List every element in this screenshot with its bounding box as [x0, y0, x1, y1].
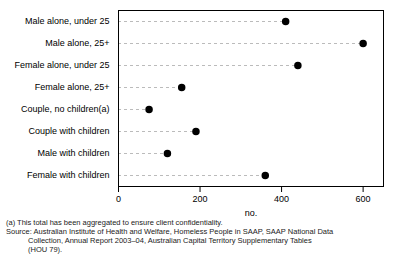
svg-text:Male with children: Male with children [37, 148, 109, 158]
html-text:(a) This total has been aggreg: (a) This total has been aggregated to en… [6, 218, 223, 227]
svg-text:Male alone, under 25: Male alone, under 25 [25, 16, 110, 26]
html-text:Source: Australian Institute o: Source: Australian Institute of Health a… [6, 227, 334, 236]
svg-text:Female alone, 25+: Female alone, 25+ [35, 82, 110, 92]
svg-text:Couple, no children(a): Couple, no children(a) [21, 104, 110, 114]
html-text:(HOU 79).: (HOU 79). [28, 245, 63, 254]
html-text:Collection, Annual Report 2003: Collection, Annual Report 2003–04, Austr… [28, 236, 312, 245]
svg-text:Female alone, under 25: Female alone, under 25 [14, 60, 109, 70]
svg-text:200: 200 [193, 194, 208, 204]
svg-text:400: 400 [274, 194, 289, 204]
svg-text:0: 0 [116, 194, 121, 204]
svg-text:600: 600 [356, 194, 371, 204]
svg-text:no.: no. [245, 208, 258, 218]
svg-text:Female with children: Female with children [27, 170, 110, 180]
svg-text:Couple with children: Couple with children [28, 126, 109, 136]
svg-text:Male alone, 25+: Male alone, 25+ [45, 38, 109, 48]
